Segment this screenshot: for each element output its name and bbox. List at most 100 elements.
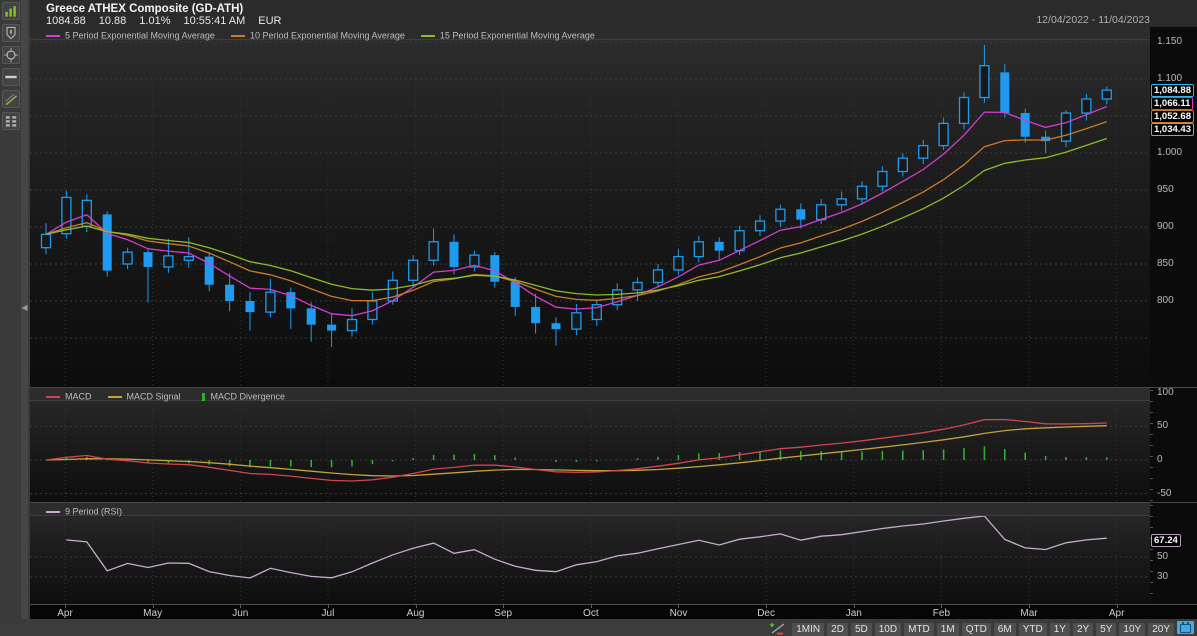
custom-interval-icon[interactable]	[769, 621, 786, 635]
month-tick	[941, 605, 943, 608]
legend-swatch-line	[420, 34, 435, 37]
time-axis[interactable]: Apr May Jun Jul Aug Sep Oct Nov Dec Jan Feb Mar Apr	[30, 604, 1197, 619]
rsi-axis[interactable]: 50 30 67.24	[1150, 503, 1197, 604]
legend-swatch-line	[46, 395, 60, 398]
month-tick	[853, 605, 855, 608]
chart-type-icon[interactable]	[2, 2, 20, 20]
month-label: Sep	[494, 608, 513, 619]
collapse-panel-arrow[interactable]: ◀	[21, 303, 28, 312]
rsi-value-box: 67.24	[1151, 534, 1181, 547]
quote-time: 10:55:41 AM	[183, 15, 246, 27]
range-button-10y[interactable]: 10Y	[1119, 622, 1146, 636]
month-tick	[65, 605, 66, 608]
legend-item[interactable]: MACD Divergence	[197, 390, 286, 403]
calendar-range-button[interactable]	[1177, 621, 1194, 634]
range-button-20y[interactable]: 20Y	[1148, 622, 1174, 636]
range-button-1min[interactable]: 1MIN	[792, 622, 825, 636]
crosshair-icon[interactable]	[2, 46, 20, 64]
price-tick-label: 950	[1157, 184, 1174, 195]
legend-swatch-line	[230, 34, 245, 37]
rsi-panel[interactable]: 9 Period (RSI)	[30, 503, 1150, 604]
month-tick	[415, 605, 417, 608]
range-button-qtd[interactable]: QTD	[961, 622, 991, 636]
macd-tick-label: 50	[1157, 420, 1169, 432]
display-grid-icon[interactable]	[2, 112, 20, 130]
rsi-panel-legend: 9 Period (RSI)	[30, 503, 1150, 516]
ema10-value-box: 1,052.68	[1151, 110, 1194, 123]
range-button-10d[interactable]: 10D	[874, 622, 902, 636]
date-range: 12/04/2022 - 11/04/2023	[1036, 14, 1150, 26]
candlestick-plot[interactable]	[30, 40, 1150, 387]
month-tick	[240, 605, 242, 608]
price-tick-label: 1.100	[1157, 73, 1183, 84]
macd-axis[interactable]: 100 50 0 -50	[1150, 386, 1197, 502]
horizontal-line-icon[interactable]	[2, 68, 20, 86]
month-label: Mar	[1020, 608, 1038, 619]
range-button-5y[interactable]: 5Y	[1096, 622, 1117, 636]
trend-line-icon[interactable]	[2, 90, 20, 108]
legend-item[interactable]: 9 Period (RSI)	[46, 505, 122, 518]
month-label: Nov	[669, 608, 688, 619]
month-tick	[152, 605, 154, 608]
toolbar-splitter[interactable]	[21, 0, 28, 619]
month-label: Apr	[57, 608, 73, 619]
instrument-title: Greece ATHEX Composite (GD-ATH)	[46, 3, 244, 15]
price-axis[interactable]: 1.150 1.100 1.000 950 900 850 800 1,084.88 1,066…	[1150, 27, 1197, 387]
month-label: Aug	[406, 608, 425, 619]
legend-label: MACD Divergence	[210, 391, 286, 402]
price-tick-label: 900	[1157, 221, 1174, 232]
rsi-plot[interactable]	[30, 503, 1150, 604]
legend-label: 5 Period Exponential Moving Average	[65, 30, 215, 41]
price-panel-legend: 5 Period Exponential Moving Average 10 Pe…	[30, 27, 1150, 40]
range-button-mtd[interactable]: MTD	[904, 622, 934, 636]
panel-divider[interactable]	[30, 387, 1197, 388]
legend-label: 15 Period Exponential Moving Average	[439, 30, 595, 41]
quote-row: 1084.88 10.88 1.01% 10:55:41 AM EUR	[46, 15, 295, 27]
month-label: Oct	[583, 608, 599, 619]
ema15-value-box: 1,034.43	[1151, 123, 1194, 136]
price-change-percent: 1.01%	[139, 15, 171, 27]
macd-tick-label: 0	[1157, 454, 1163, 465]
macd-tick-label: 100	[1157, 386, 1174, 398]
chart-header: Greece ATHEX Composite (GD-ATH) 1084.88 1…	[30, 0, 1197, 27]
month-tick	[1116, 605, 1118, 608]
range-button-2d[interactable]: 2D	[827, 622, 848, 636]
legend-label: 9 Period (RSI)	[65, 506, 123, 517]
range-button-2y[interactable]: 2Y	[1072, 622, 1094, 636]
legend-swatch-line	[46, 34, 60, 37]
price-tick-label: 1.000	[1157, 147, 1183, 158]
range-button-5d[interactable]: 5D	[850, 622, 872, 636]
legend-item[interactable]: 10 Period Exponential Moving Average	[230, 29, 405, 42]
price-tick-label: 1.150	[1157, 36, 1183, 47]
month-label: Feb	[932, 608, 951, 619]
rsi-tick-label: 50	[1157, 551, 1169, 562]
month-tick	[503, 605, 505, 608]
currency: EUR	[258, 15, 282, 27]
macd-panel[interactable]: MACD MACD Signal MACD Divergence	[30, 388, 1150, 502]
range-button-6m[interactable]: 6M	[993, 622, 1016, 636]
legend-item[interactable]: MACD Signal	[107, 390, 181, 403]
legend-item[interactable]: MACD	[46, 390, 92, 403]
price-panel[interactable]: 5 Period Exponential Moving Average 10 Pe…	[30, 27, 1150, 387]
legend-swatch-line	[46, 510, 60, 513]
month-tick	[678, 605, 680, 608]
range-button-1m[interactable]: 1M	[936, 622, 959, 636]
last-price-box: 1,084.88	[1151, 84, 1194, 97]
month-label: May	[143, 608, 163, 619]
macd-plot[interactable]	[30, 388, 1150, 502]
legend-swatch-bar	[201, 392, 205, 401]
month-label: Dec	[757, 608, 776, 619]
panel-divider[interactable]	[30, 502, 1197, 503]
legend-item[interactable]: 5 Period Exponential Moving Average	[46, 29, 215, 42]
month-tick	[1029, 605, 1031, 608]
month-label: Jul	[321, 608, 335, 619]
legend-swatch-line	[107, 395, 122, 398]
month-label: Jan	[845, 608, 862, 619]
range-button-ytd[interactable]: YTD	[1018, 622, 1047, 636]
range-button-1y[interactable]: 1Y	[1049, 622, 1070, 636]
last-price: 1084.88	[46, 15, 86, 27]
annotations-icon[interactable]	[2, 24, 20, 42]
price-change: 10.88	[98, 15, 127, 27]
month-label: Jun	[232, 608, 249, 619]
legend-item[interactable]: 15 Period Exponential Moving Average	[420, 29, 595, 42]
